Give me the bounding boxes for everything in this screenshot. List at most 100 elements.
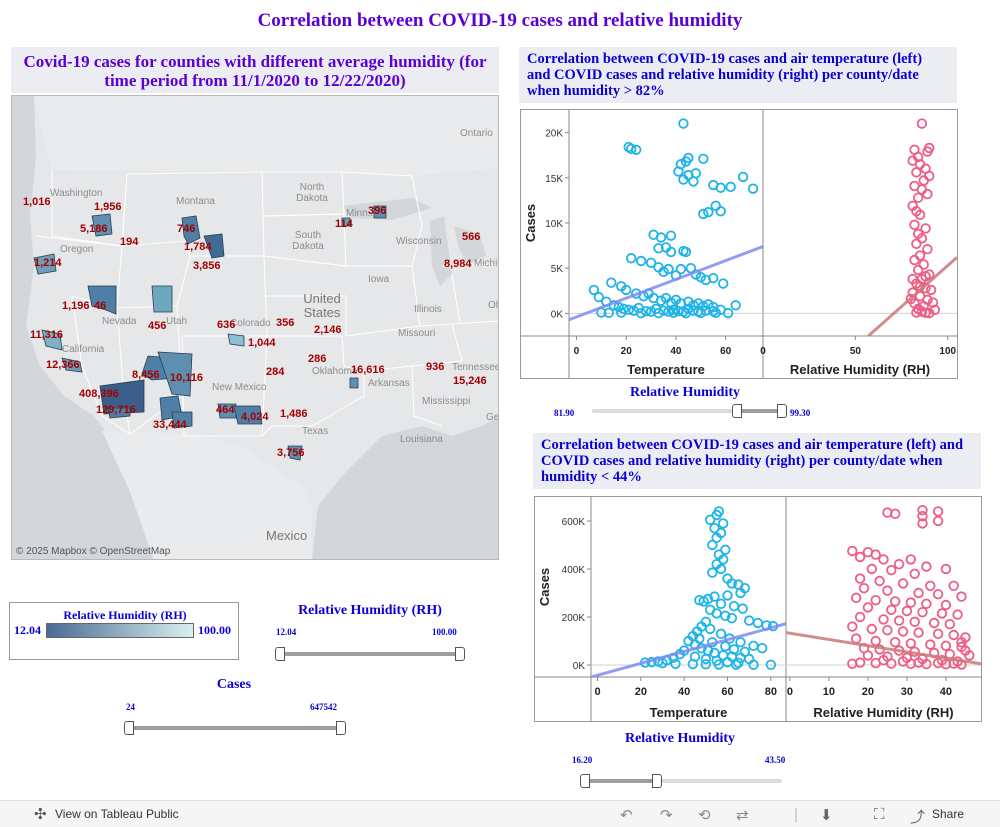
scatter-point[interactable] (922, 146, 933, 157)
scatter-point[interactable] (907, 273, 918, 285)
rh-filter-min-handle[interactable] (275, 647, 285, 661)
scatter-point[interactable] (698, 208, 709, 220)
share-icon[interactable]: ⤴ (910, 809, 926, 826)
scatter-point[interactable] (689, 651, 701, 662)
scatter-point[interactable] (929, 304, 941, 315)
scatter-point[interactable] (630, 144, 642, 155)
scatter-point[interactable] (625, 253, 637, 264)
scatter-point[interactable] (616, 307, 627, 318)
scatter-point[interactable] (917, 606, 928, 618)
scatter-point[interactable] (940, 599, 952, 611)
scatter-point[interactable] (673, 166, 684, 177)
scatter-panel-1[interactable]: 0 50 100 Relative Humidity (RH) (760, 118, 957, 377)
scatter-point[interactable] (913, 264, 924, 276)
scatter-point[interactable] (708, 272, 719, 284)
scatter-point[interactable] (897, 656, 909, 667)
scatter-point[interactable] (948, 629, 959, 641)
scatter-point[interactable] (645, 257, 657, 268)
scatter-point[interactable] (914, 209, 926, 221)
scatter-point[interactable] (901, 605, 913, 617)
scatter-point[interactable] (715, 182, 726, 193)
scatter-point[interactable] (711, 532, 722, 544)
scatter-point[interactable] (606, 277, 617, 288)
scatter-point[interactable] (735, 636, 746, 648)
redo-icon[interactable]: ↷ (660, 807, 673, 824)
scatter-point[interactable] (715, 598, 727, 610)
scatter-point[interactable] (862, 602, 874, 613)
scatter-point[interactable] (722, 590, 733, 601)
scatter-point[interactable] (710, 200, 721, 212)
scatter-point[interactable] (593, 291, 605, 303)
scatter-point[interactable] (739, 646, 751, 658)
scatter-point[interactable] (588, 284, 600, 296)
scatter-point[interactable] (695, 307, 707, 319)
scatter-point[interactable] (956, 636, 967, 648)
scatter-point[interactable] (658, 266, 669, 278)
scatter-low-chart[interactable]: Cases 0K 200K 400K 600K 0 20 40 60 80 Temperature 0… (534, 496, 982, 722)
scatter-point[interactable] (854, 573, 866, 584)
scatter-point[interactable] (890, 636, 901, 648)
scatter-point[interactable] (715, 628, 727, 640)
scatter-point[interactable] (909, 254, 920, 266)
scatter-point[interactable] (913, 657, 924, 668)
scatter-point[interactable] (921, 598, 932, 610)
scatter-point[interactable] (680, 156, 692, 167)
share-button[interactable]: Share (932, 807, 965, 821)
scatter-point[interactable] (952, 609, 963, 620)
scatter-point[interactable] (916, 118, 928, 129)
scatter-point[interactable] (678, 118, 689, 129)
scatter-point[interactable] (847, 621, 858, 632)
scatter-point[interactable] (728, 644, 740, 655)
scatter-point[interactable] (700, 653, 712, 665)
low-humidity-filter-min-handle[interactable] (580, 774, 590, 788)
scatter-high-chart[interactable]: Cases 0K 5K 10K 15K 20K 0 20 40 60 Temperature 0 50 1… (520, 109, 958, 379)
scatter-point[interactable] (940, 563, 952, 575)
scatter-point[interactable] (960, 645, 971, 656)
scatter-point[interactable] (932, 628, 944, 640)
scatter-point[interactable] (655, 232, 667, 243)
scatter-point[interactable] (722, 307, 734, 319)
scatter-point[interactable] (726, 612, 738, 624)
scatter-point[interactable] (925, 639, 936, 650)
scatter-point[interactable] (735, 587, 746, 599)
scatter-point[interactable] (748, 640, 759, 652)
scatter-point[interactable] (851, 592, 862, 604)
low-humidity-filter-max-handle[interactable] (652, 774, 662, 788)
scatter-point[interactable] (688, 176, 699, 187)
scatter-point[interactable] (704, 514, 716, 526)
scatter-point[interactable] (890, 596, 901, 607)
scatter-point[interactable] (711, 655, 722, 666)
scatter-point[interactable] (709, 523, 720, 534)
scatter-point[interactable] (711, 509, 722, 521)
scatter-point[interactable] (726, 578, 738, 589)
county-map[interactable]: Washington Montana North Dakota Minn... Onta… (11, 95, 499, 560)
scatter-point[interactable] (886, 604, 897, 616)
scatter-point[interactable] (893, 615, 905, 626)
scatter-point[interactable] (737, 603, 748, 614)
scatter-point[interactable] (668, 307, 679, 318)
undo-icon[interactable]: ↶ (620, 807, 633, 824)
scatter-point[interactable] (866, 623, 878, 635)
scatter-point[interactable] (678, 174, 689, 185)
scatter-point[interactable] (728, 600, 740, 612)
scatter-point[interactable] (874, 575, 885, 587)
scatter-point[interactable] (748, 659, 759, 670)
scatter-point[interactable] (909, 616, 920, 628)
scatter-point[interactable] (730, 300, 741, 311)
scatter-point[interactable] (700, 659, 712, 670)
scatter-point[interactable] (625, 143, 637, 155)
scatter-point[interactable] (925, 284, 937, 296)
scatter-point[interactable] (847, 545, 858, 557)
low-humidity-filter-track[interactable] (585, 779, 782, 783)
download-icon[interactable]: ⬇ (820, 807, 833, 824)
scatter-point[interactable] (905, 638, 917, 649)
scatter-point[interactable] (862, 650, 874, 661)
scatter-point[interactable] (675, 263, 687, 275)
scatter-point[interactable] (936, 608, 948, 619)
scatter-point[interactable] (645, 306, 657, 317)
scatter-point[interactable] (603, 307, 614, 319)
scatter-point[interactable] (920, 271, 931, 282)
scatter-point[interactable] (621, 284, 632, 296)
scatter-point[interactable] (698, 596, 709, 607)
scatter-point[interactable] (870, 549, 881, 560)
